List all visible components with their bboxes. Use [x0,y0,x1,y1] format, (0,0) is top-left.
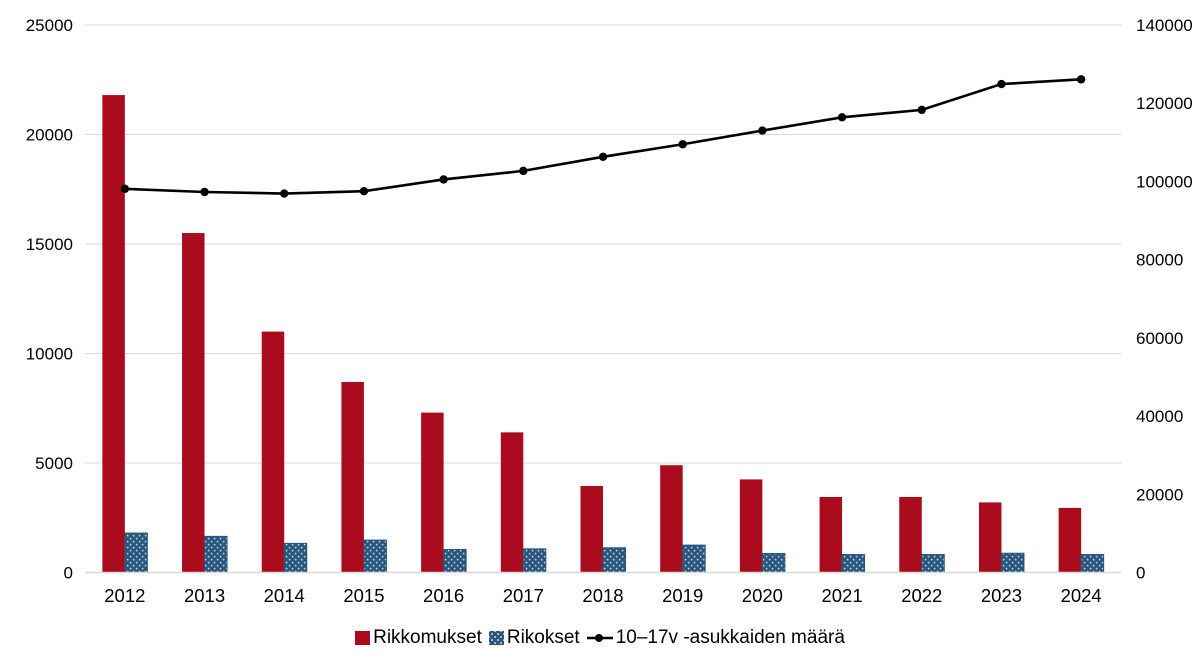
chart-canvas: 0 5000 10000 15000 20000 25000 0 20000 40000 6000… [26,16,1193,606]
x-axis-label-2014: 2014 [264,585,305,606]
x-axis-label-2019: 2019 [662,585,703,606]
left-axis-tick-label: 15000 [26,235,73,254]
bar-rikokset-2013 [204,535,228,573]
line-point-2020 [758,126,767,135]
legend-item-rikkomukset[interactable]: Rikkomukset [355,627,482,649]
x-axis-label-2018: 2018 [582,585,623,606]
left-axis-tick-label: 20000 [26,126,73,145]
x-axis-label-2024: 2024 [1061,585,1102,606]
bar-rikokset-2020 [761,552,786,574]
line-point-2013 [200,187,209,197]
x-axis-label-2015: 2015 [343,585,384,606]
bar-rikkomukset-2014 [261,331,285,573]
bar-rikkomukset-2016 [421,412,444,573]
line-marker-icon [586,634,613,642]
bar-rikokset-2015 [363,539,387,574]
line-point-2014 [280,189,289,198]
bar-rikokset-2024 [1080,554,1105,573]
legend-label-rikokset: Rikokset [506,627,580,648]
right-axis-tick-label: 80000 [1136,251,1183,270]
line-point-2019 [678,140,687,149]
line-point-2015 [359,187,369,196]
bar-rikokset-2016 [443,549,467,574]
bar-rikokset-2019 [682,544,706,573]
bar-rikkomukset-2015 [341,381,364,573]
line-point-2023 [997,79,1006,89]
line-point-2018 [598,152,608,161]
bar-rikokset-2021 [841,554,866,573]
rikokset-swatch-icon [488,631,504,645]
bar-rikkomukset-2019 [660,465,683,573]
legend: Rikkomukset Rikokset 10–17v -asukkaiden … [0,623,1200,653]
bar-rikkomukset-2024 [1058,507,1082,573]
x-axis-label-2021: 2021 [821,585,862,606]
bar-rikkomukset-2023 [978,502,1002,573]
left-axis-tick-label: 5000 [35,454,73,473]
line-point-2022 [917,105,926,115]
right-axis-tick-label: 60000 [1136,329,1183,348]
line-point-2012 [120,184,130,194]
x-axis-label-2013: 2013 [184,585,225,606]
x-axis-label-2020: 2020 [742,585,783,606]
line-point-2016 [439,175,448,184]
bar-rikkomukset-2012 [102,95,125,573]
line-point-2021 [837,113,847,122]
bar-rikkomukset-2020 [739,479,763,573]
left-axis-tick-label: 10000 [26,345,73,364]
left-axis-tick-label: 0 [64,564,73,583]
x-axis-label-2017: 2017 [503,585,544,606]
bar-rikkomukset-2022 [899,496,922,573]
legend-label-line: 10–17v -asukkaiden määrä [615,627,845,648]
right-axis-tick-label: 0 [1136,564,1145,583]
bar-rikokset-2012 [124,532,148,574]
bar-rikokset-2018 [602,547,626,573]
bar-rikkomukset-2013 [182,233,205,573]
right-axis-tick-label: 120000 [1136,94,1193,113]
right-axis-tick-label: 100000 [1136,172,1193,191]
rikkomukset-swatch-icon [355,631,371,645]
bar-rikokset-2022 [921,554,945,573]
x-axis-label-2016: 2016 [423,585,464,606]
bar-rikkomukset-2017 [500,432,524,573]
legend-item-rikokset[interactable]: Rikokset [488,627,580,649]
right-axis-tick-label: 40000 [1136,407,1183,426]
right-axis-tick-label: 140000 [1136,16,1193,35]
bar-rikkomukset-2018 [580,485,603,573]
legend-label-rikkomukset: Rikkomukset [373,627,482,648]
bar-rikokset-2017 [522,548,547,574]
bar-rikokset-2023 [1000,552,1025,574]
bar-rikkomukset-2021 [819,496,843,573]
x-axis-label-2023: 2023 [981,585,1022,606]
x-axis-label-2022: 2022 [901,585,942,606]
x-axis-label-2012: 2012 [104,585,145,606]
line-asukkaat [124,78,1082,195]
bar-rikokset-2014 [283,542,308,573]
legend-item-line[interactable]: 10–17v -asukkaiden määrä [586,627,845,649]
line-point-2017 [519,166,528,176]
line-point-2024 [1076,75,1086,84]
right-axis-tick-label: 20000 [1136,485,1183,504]
left-axis-tick-label: 25000 [26,16,73,35]
